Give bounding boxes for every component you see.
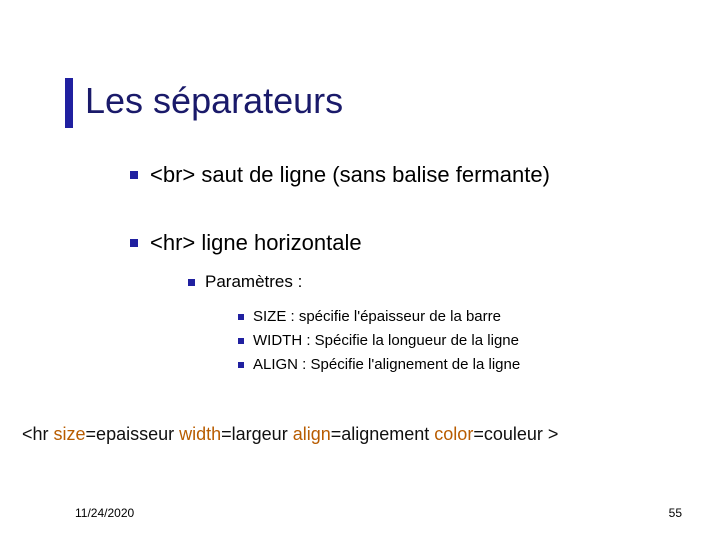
hr-syntax-example: <hr size=epaisseur width=largeur align=a… (22, 424, 558, 445)
square-bullet-icon (130, 239, 138, 247)
square-bullet-icon (238, 362, 244, 368)
square-bullet-icon (130, 171, 138, 179)
bullet-text: <br> saut de ligne (sans balise fermante… (150, 162, 550, 188)
code-eq2: =largeur (221, 424, 293, 444)
bullet-parametres: Paramètres : (188, 272, 302, 292)
bullet-hr: <hr> ligne horizontale (130, 230, 362, 256)
code-attr-align: align (293, 424, 331, 444)
code-attr-color: color (434, 424, 473, 444)
square-bullet-icon (188, 279, 195, 286)
footer-date: 11/24/2020 (75, 506, 134, 520)
bullet-text: <hr> ligne horizontale (150, 230, 362, 256)
bullet-text: ALIGN : Spécifie l'alignement de la lign… (253, 356, 520, 373)
square-bullet-icon (238, 314, 244, 320)
code-eq4: =couleur (473, 424, 548, 444)
slide-title: Les séparateurs (85, 80, 343, 122)
bullet-br: <br> saut de ligne (sans balise fermante… (130, 162, 550, 188)
code-tag-close: > (548, 424, 559, 444)
bullet-text: Paramètres : (205, 272, 302, 292)
bullet-text: WIDTH : Spécifie la longueur de la ligne (253, 332, 519, 349)
bullet-text: SIZE : spécifie l'épaisseur de la barre (253, 308, 501, 325)
code-tag-open: <hr (22, 424, 54, 444)
bullet-width: WIDTH : Spécifie la longueur de la ligne (238, 332, 519, 349)
code-attr-width: width (179, 424, 221, 444)
code-eq1: =epaisseur (86, 424, 180, 444)
bullet-size: SIZE : spécifie l'épaisseur de la barre (238, 308, 501, 325)
code-attr-size: size (54, 424, 86, 444)
footer-page-number: 55 (669, 506, 682, 520)
square-bullet-icon (238, 338, 244, 344)
code-eq3: =alignement (331, 424, 435, 444)
title-accent-bar (65, 78, 73, 128)
bullet-align: ALIGN : Spécifie l'alignement de la lign… (238, 356, 520, 373)
